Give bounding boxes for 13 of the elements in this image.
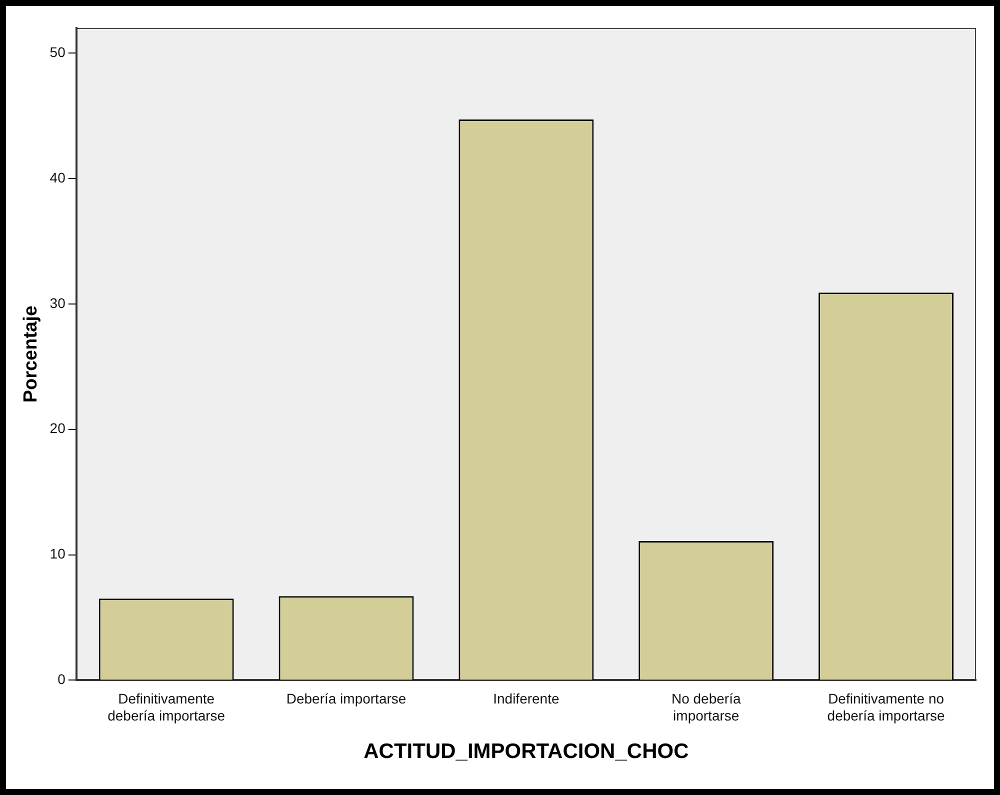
x-tick-label: Definitivamente debería importarse: [108, 690, 226, 724]
y-tick-label: 30: [50, 294, 66, 311]
y-tick-label: 20: [50, 420, 66, 436]
x-tick-label: Definitivamente no debería importarse: [827, 690, 945, 724]
y-tick-label: 10: [50, 546, 66, 562]
x-axis-title: ACTITUD_IMPORTACION_CHOC: [364, 740, 689, 764]
y-tick-label: 0: [58, 671, 66, 688]
y-tick-label: 40: [50, 169, 66, 186]
y-axis-title: Porcentaje: [20, 306, 42, 403]
x-tick-label: Debería importarse: [286, 690, 406, 706]
x-tick-label: Indiferente: [493, 690, 560, 706]
y-tick-label: 50: [50, 44, 66, 60]
x-tick-label: No debería importarse: [671, 690, 741, 724]
